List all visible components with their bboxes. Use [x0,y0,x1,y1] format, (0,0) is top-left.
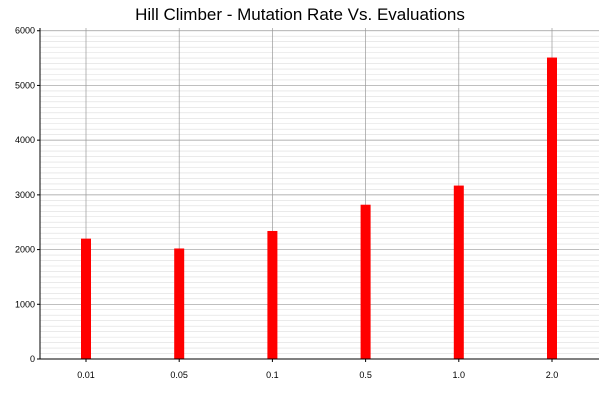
x-tick-label: 0.05 [170,370,188,380]
x-tick-label: 0.1 [266,370,279,380]
y-tick-label: 3000 [15,190,35,200]
axes [37,28,599,362]
y-tick-label: 5000 [15,80,35,90]
x-tick-labels: 0.01 0.05 0.1 0.5 1.0 2.0 [77,370,558,380]
y-tick-labels: 0 1000 2000 3000 4000 5000 6000 [15,26,35,364]
chart-title: Hill Climber - Mutation Rate Vs. Evaluat… [135,5,465,24]
y-tick-label: 6000 [15,26,35,36]
x-tick-label: 2.0 [546,370,559,380]
x-tick-label: 1.0 [453,370,466,380]
grid [40,28,599,360]
y-tick-label: 2000 [15,245,35,255]
bar-1.0 [453,185,464,359]
bar-0.05 [174,248,185,359]
bar-0.1 [267,230,278,359]
y-tick-label: 4000 [15,135,35,145]
bar-2.0 [547,57,557,360]
bars [81,57,557,360]
bar-0.01 [81,238,91,359]
x-tick-label: 0.5 [359,370,372,380]
bar-0.5 [360,204,371,359]
y-tick-label: 0 [30,354,35,364]
y-tick-label: 1000 [15,299,35,309]
x-tick-label: 0.01 [77,370,95,380]
